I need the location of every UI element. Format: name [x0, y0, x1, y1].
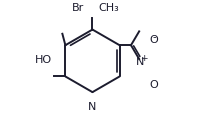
- Text: Br: Br: [72, 3, 84, 13]
- Text: O: O: [149, 35, 158, 45]
- Text: O: O: [149, 80, 158, 90]
- Text: CH₃: CH₃: [98, 3, 119, 13]
- Text: HO: HO: [34, 55, 52, 65]
- Text: +: +: [140, 54, 147, 63]
- Text: N: N: [136, 57, 144, 67]
- Text: N: N: [88, 102, 97, 112]
- Text: -: -: [153, 32, 156, 42]
